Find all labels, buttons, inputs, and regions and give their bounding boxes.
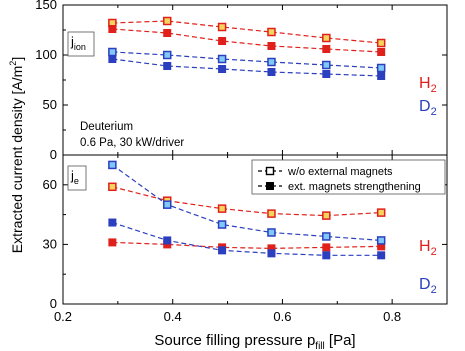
x-tick-label: 0.6 — [273, 309, 291, 324]
plot-frame — [62, 4, 448, 305]
series-H2-filled — [108, 25, 386, 56]
data-point — [376, 236, 386, 245]
panel-label-text: je — [70, 168, 79, 186]
data-point — [217, 22, 227, 32]
data-point — [162, 16, 172, 26]
data-point — [267, 27, 276, 37]
data-point — [376, 38, 386, 48]
series-line — [112, 20, 382, 44]
legend-box — [251, 159, 446, 195]
data-point — [322, 45, 331, 53]
data-point — [377, 72, 386, 80]
data-point — [376, 208, 386, 217]
data-point — [322, 60, 331, 70]
legend-marker-open — [265, 166, 275, 176]
y-tick-label: 60 — [43, 177, 57, 192]
x-axis-label: Source filling pressure pfill [Pa] — [154, 332, 355, 351]
series-line — [112, 221, 382, 256]
data-point — [267, 228, 276, 237]
data-point — [377, 48, 386, 56]
series-label-H: H2 — [419, 75, 437, 95]
y-tick-label: 100 — [35, 47, 57, 62]
data-point — [267, 42, 276, 50]
y-tick-label: 0 — [50, 147, 57, 162]
data-point — [322, 33, 331, 43]
series-D2-filled — [108, 218, 386, 260]
data-point — [108, 47, 117, 57]
data-point — [377, 251, 386, 260]
data-point — [108, 160, 117, 170]
panel-label: je — [67, 165, 87, 191]
series-D2-open — [108, 160, 386, 245]
data-point — [163, 62, 172, 70]
annotation-text: Deuterium — [80, 121, 133, 133]
data-point — [162, 50, 172, 60]
data-point — [322, 243, 331, 252]
series-D2-open — [108, 47, 386, 73]
series-H2-filled — [108, 238, 386, 253]
data-point — [108, 55, 117, 63]
series-D2-filled — [108, 55, 386, 80]
panel-label-text: jion — [70, 34, 86, 52]
panel-ion-current: 0 50 100 150 jion Deuterium 0.6 Pa, 30 kW/driv… — [35, 0, 448, 162]
x-axis-title: Source filling pressure pfill [Pa] — [154, 332, 355, 351]
data-point — [162, 200, 172, 209]
data-point — [322, 251, 331, 260]
data-point — [267, 68, 276, 76]
series-line — [112, 58, 382, 77]
series-H2-open — [108, 16, 386, 48]
data-point — [217, 54, 227, 64]
y-axis-label: Extracted current density [A/m2] — [8, 57, 25, 253]
series-line — [112, 164, 382, 242]
annotation-text: 0.6 Pa, 30 kW/driver — [80, 137, 184, 149]
data-point — [217, 220, 227, 229]
legend-entry: ext. magnets strengthening — [288, 181, 421, 193]
series-line — [112, 241, 382, 249]
x-tick-label: 0.4 — [164, 309, 182, 324]
x-tick-label: 0.8 — [383, 309, 401, 324]
series-label-H: H2 — [419, 238, 437, 258]
legend-marker-filled — [266, 182, 274, 190]
data-point — [322, 70, 331, 78]
data-point — [376, 63, 386, 73]
y-tick-label: 150 — [35, 0, 57, 12]
series-label-D: D2 — [419, 276, 437, 296]
data-point — [218, 37, 227, 45]
series-H2-open — [108, 182, 386, 220]
panel-electron-current: 0 30 60 0.2 0.4 0.6 0.8 je H2 D2 w/o external magn… — [43, 155, 448, 324]
panel-label-box — [67, 165, 87, 191]
data-point — [163, 236, 172, 245]
data-point — [108, 218, 117, 227]
legend: w/o external magnets ext. magnets strengt… — [251, 159, 446, 195]
y-tick-label: 50 — [43, 97, 57, 112]
series-label-D: D2 — [419, 98, 437, 118]
data-point — [322, 232, 331, 241]
data-point — [108, 25, 117, 33]
data-point — [218, 246, 227, 255]
panel-label-box — [67, 31, 95, 57]
data-point — [108, 182, 117, 192]
y-axis-title: Extracted current density [A/m2] — [8, 57, 25, 253]
panel-label: jion — [67, 31, 95, 57]
x-tick-label: 0.2 — [54, 309, 72, 324]
data-point — [322, 211, 331, 220]
data-point — [218, 65, 227, 73]
data-point — [267, 57, 276, 67]
series-line — [112, 186, 382, 217]
data-point — [267, 209, 276, 218]
data-point — [267, 249, 276, 258]
series-line — [112, 51, 382, 69]
y-tick-label: 0 — [50, 296, 57, 311]
legend-entry: w/o external magnets — [287, 166, 393, 178]
data-point — [108, 238, 117, 247]
panel-frame — [62, 154, 448, 305]
series-line — [112, 28, 382, 53]
data-point — [217, 204, 227, 213]
y-tick-label: 30 — [43, 236, 57, 251]
data-point — [163, 29, 172, 37]
